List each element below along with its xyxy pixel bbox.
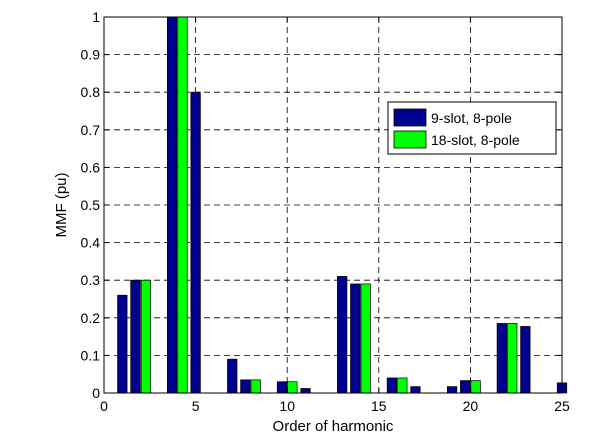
bar-series1 <box>276 381 288 394</box>
x-tick-label: 25 <box>554 398 570 414</box>
x-tick-label: 10 <box>279 398 295 414</box>
x-tick-label: 0 <box>100 398 108 414</box>
legend-swatch <box>393 130 427 149</box>
y-tick-label: 0 <box>92 385 100 401</box>
bar-series2 <box>140 279 151 394</box>
bar-series1 <box>117 294 128 394</box>
bar-series2 <box>360 283 371 394</box>
bar-series1 <box>446 386 458 394</box>
bar-series1 <box>227 358 238 394</box>
bar-series2 <box>470 380 481 394</box>
bar-series1 <box>166 16 178 394</box>
bar-series1 <box>496 323 507 394</box>
bar-series1 <box>460 380 471 394</box>
y-tick-label: 0.9 <box>81 47 101 63</box>
bar-series1 <box>190 91 201 394</box>
legend: 9-slot, 8-pole 18-slot, 8-pole <box>387 101 557 155</box>
bar-series2 <box>507 323 518 394</box>
bar-series1 <box>520 326 531 394</box>
bar-series1 <box>130 279 141 394</box>
tick-labels: 0 5 10 15 20 25 0 0.1 0.2 0.3 0.4 0.5 0.6 0.7 0.8 0.9 1 <box>81 9 570 414</box>
bar-series2 <box>177 16 188 394</box>
y-tick-label: 0.8 <box>81 84 101 100</box>
y-tick-label: 0.2 <box>81 310 101 326</box>
x-tick-label: 5 <box>192 398 200 414</box>
y-tick-label: 0.1 <box>81 347 101 363</box>
x-tick-label: 20 <box>463 398 479 414</box>
grid-lines <box>104 17 562 393</box>
y-tick-label: 0.3 <box>81 272 101 288</box>
y-tick-label: 0.6 <box>81 159 101 175</box>
x-axis-label: Order of harmonic <box>273 418 394 432</box>
bar-series1 <box>240 379 251 394</box>
legend-label: 9-slot, 8-pole <box>431 110 512 126</box>
legend-label: 18-slot, 8-pole <box>431 132 520 148</box>
y-tick-label: 0.4 <box>81 235 101 251</box>
x-tick-label: 15 <box>371 398 387 414</box>
bar-series1 <box>386 377 398 394</box>
bar-series2 <box>250 379 261 394</box>
y-tick-label: 0.5 <box>81 197 101 213</box>
bar-series1 <box>300 388 311 394</box>
bar-series1 <box>337 276 348 394</box>
bar-series2 <box>287 381 298 394</box>
bar-series1 <box>410 386 421 394</box>
y-tick-label: 1 <box>92 9 100 25</box>
bar-series2 <box>397 377 408 394</box>
tick-marks <box>103 16 563 394</box>
y-tick-label: 0.7 <box>81 122 101 138</box>
y-axis-label: MMF (pu) <box>53 173 70 238</box>
bar-series1 <box>350 283 361 394</box>
legend-swatch <box>393 108 427 127</box>
